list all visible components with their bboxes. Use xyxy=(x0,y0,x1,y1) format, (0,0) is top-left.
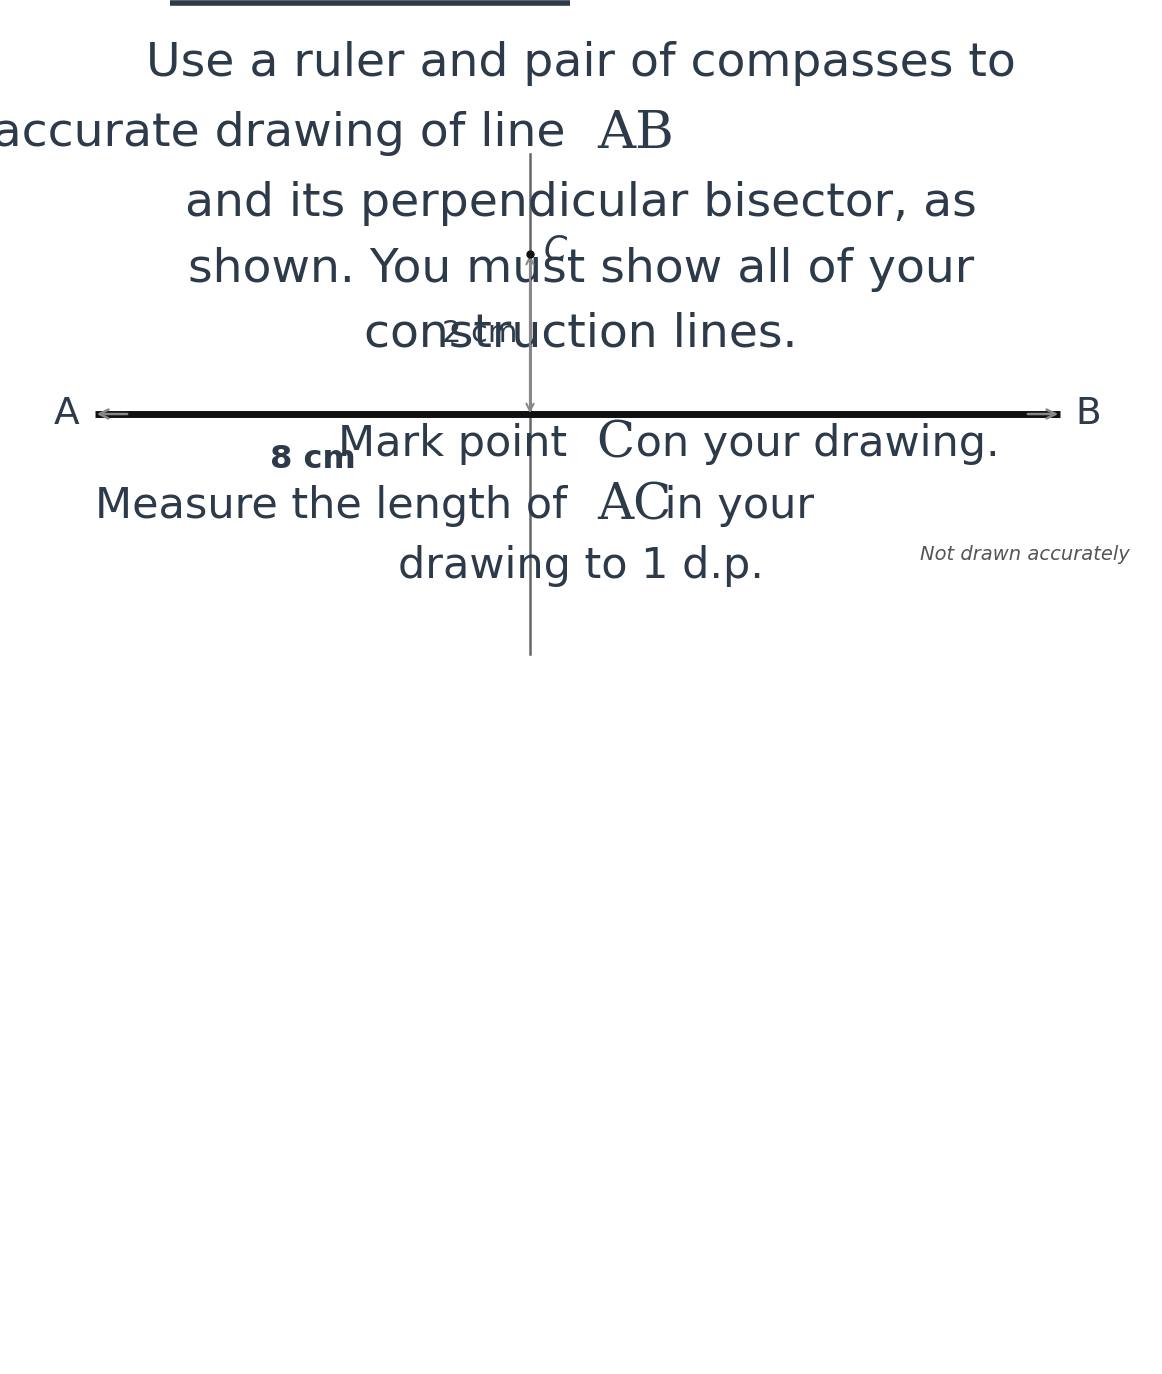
Text: Use a ruler and pair of compasses to: Use a ruler and pair of compasses to xyxy=(146,41,1016,87)
Text: make an accurate drawing of line: make an accurate drawing of line xyxy=(0,111,581,157)
Text: C: C xyxy=(544,234,567,267)
Text: on your drawing.: on your drawing. xyxy=(622,423,999,464)
Text: 2 cm: 2 cm xyxy=(443,320,518,349)
Text: C: C xyxy=(596,419,634,469)
Text: and its perpendicular bisector, as: and its perpendicular bisector, as xyxy=(185,181,977,227)
Text: drawing to 1 d.p.: drawing to 1 d.p. xyxy=(399,545,763,587)
Text: construction lines.: construction lines. xyxy=(364,312,798,356)
Text: AC: AC xyxy=(597,481,672,530)
Text: B: B xyxy=(1075,396,1100,431)
Text: Mark point: Mark point xyxy=(338,423,581,464)
Text: shown. You must show all of your: shown. You must show all of your xyxy=(188,246,974,291)
Text: 8 cm: 8 cm xyxy=(270,444,356,474)
Text: A: A xyxy=(55,396,80,431)
Text: in your: in your xyxy=(651,485,815,528)
Text: Measure the length of: Measure the length of xyxy=(95,485,581,528)
Text: Not drawn accurately: Not drawn accurately xyxy=(920,544,1129,563)
Text: AB: AB xyxy=(597,109,674,159)
